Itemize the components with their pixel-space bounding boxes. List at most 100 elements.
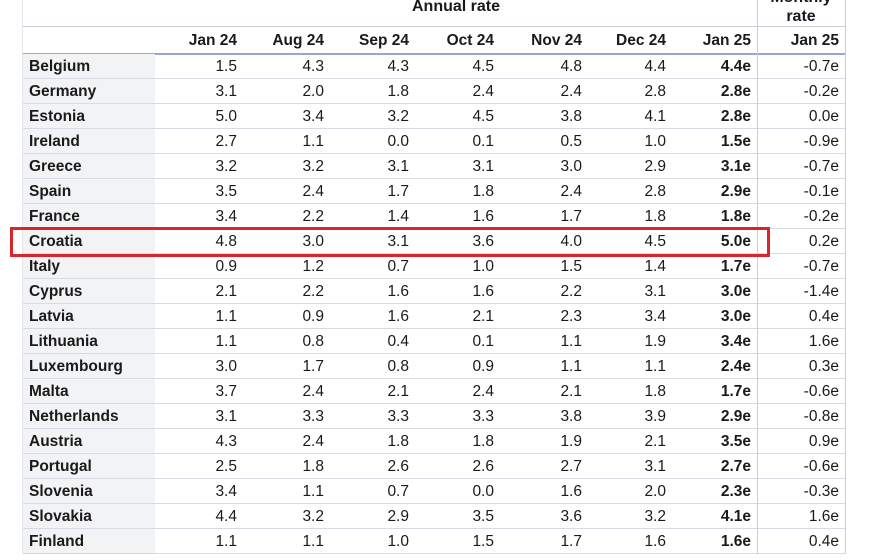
cell: -0.2e [803, 83, 839, 100]
cell: 3.1 [644, 458, 666, 475]
cell: 0.0e [808, 108, 839, 125]
cell: 4.5 [644, 233, 666, 250]
row-line [22, 378, 845, 379]
cell: 3.1 [387, 233, 409, 250]
cell: 3.5 [472, 508, 494, 525]
highlight-box [10, 227, 770, 257]
cell: 3.2 [644, 508, 666, 525]
column-header: Jan 25 [702, 32, 751, 49]
cell: 4.4e [720, 58, 751, 75]
cell: 3.2 [302, 158, 324, 175]
row-line [22, 503, 845, 504]
cell: 3.1e [720, 158, 751, 175]
cell: 1.1 [560, 358, 582, 375]
row-line [22, 253, 845, 254]
cell: 5.0e [720, 233, 751, 250]
cell: -0.8e [803, 408, 839, 425]
cell: 0.7 [387, 483, 409, 500]
cell: 1.7 [560, 208, 582, 225]
row-line [22, 478, 845, 479]
row-line [22, 353, 845, 354]
country-bg [22, 104, 155, 129]
cell: 3.4 [302, 108, 324, 125]
country-bg [22, 454, 155, 479]
country: Estonia [29, 108, 85, 125]
cell: 3.4 [215, 208, 237, 225]
country-bg [22, 54, 155, 79]
cell: 1.9 [560, 433, 582, 450]
cell: 3.1 [472, 158, 494, 175]
cell: -0.7e [803, 158, 839, 175]
cell: 1.1 [644, 358, 666, 375]
cell: 2.4 [472, 383, 494, 400]
cell: 1.6e [720, 533, 751, 550]
cell: 1.6 [472, 208, 494, 225]
country: Austria [29, 433, 83, 450]
cell: 1.4 [387, 208, 409, 225]
cell: 3.2 [215, 158, 237, 175]
cell: 2.9e [720, 183, 751, 200]
header-rule [22, 53, 845, 55]
cell: 4.0 [560, 233, 582, 250]
country-bg [22, 329, 155, 354]
cell: 4.1e [720, 508, 751, 525]
cell: 3.4 [644, 308, 666, 325]
cell: 2.1 [560, 383, 582, 400]
cell: 3.1 [644, 283, 666, 300]
cell: 4.4 [215, 508, 237, 525]
cell: 2.9 [644, 158, 666, 175]
cell: 3.4e [720, 333, 751, 350]
cell: 1.6e [808, 508, 839, 525]
cell: 1.1 [302, 483, 324, 500]
column-header: Jan 25 [790, 32, 839, 49]
cell: 1.8 [387, 83, 409, 100]
cell: 2.1 [472, 308, 494, 325]
cell: 4.1 [644, 108, 666, 125]
country-bg [22, 529, 155, 554]
column-header: Dec 24 [616, 32, 666, 49]
country: France [29, 208, 80, 225]
country: Luxembourg [29, 358, 123, 375]
cell: 2.7 [560, 458, 582, 475]
country-bg [22, 229, 155, 254]
country-bg [22, 354, 155, 379]
cell: 1.8 [302, 458, 324, 475]
cell: 1.1 [302, 133, 324, 150]
cell: 2.4 [302, 383, 324, 400]
cell: 4.5 [472, 58, 494, 75]
cell: 2.8 [644, 83, 666, 100]
cell: 3.1 [387, 158, 409, 175]
cell: 1.8 [644, 383, 666, 400]
row-line [22, 453, 845, 454]
cell: 1.1 [215, 333, 237, 350]
cell: 0.8 [387, 358, 409, 375]
cell: -1.4e [803, 283, 839, 300]
country: Lithuania [29, 333, 98, 350]
cell: 0.9 [215, 258, 237, 275]
cell: 4.3 [215, 433, 237, 450]
cell: 1.7 [387, 183, 409, 200]
row-line [22, 203, 845, 204]
cell: 0.4e [808, 308, 839, 325]
cell: 3.1 [215, 408, 237, 425]
country-bg [22, 304, 155, 329]
cell: 3.4 [215, 483, 237, 500]
cell: 2.4 [560, 183, 582, 200]
cell: 1.8e [720, 208, 751, 225]
column-header: Aug 24 [272, 32, 324, 49]
cell: 2.4e [720, 358, 751, 375]
cell: 2.1 [387, 383, 409, 400]
cell: 0.8 [302, 333, 324, 350]
cell: 1.1 [302, 533, 324, 550]
cell: 0.5 [560, 133, 582, 150]
cell: 2.1 [215, 283, 237, 300]
cell: -0.6e [803, 383, 839, 400]
cell: -0.7e [803, 258, 839, 275]
cell: 2.0 [644, 483, 666, 500]
cell: 3.3 [387, 408, 409, 425]
cell: 3.5e [720, 433, 751, 450]
cell: 4.3 [387, 58, 409, 75]
row-line [22, 153, 845, 154]
cell: 4.8 [215, 233, 237, 250]
cell: 1.5 [560, 258, 582, 275]
